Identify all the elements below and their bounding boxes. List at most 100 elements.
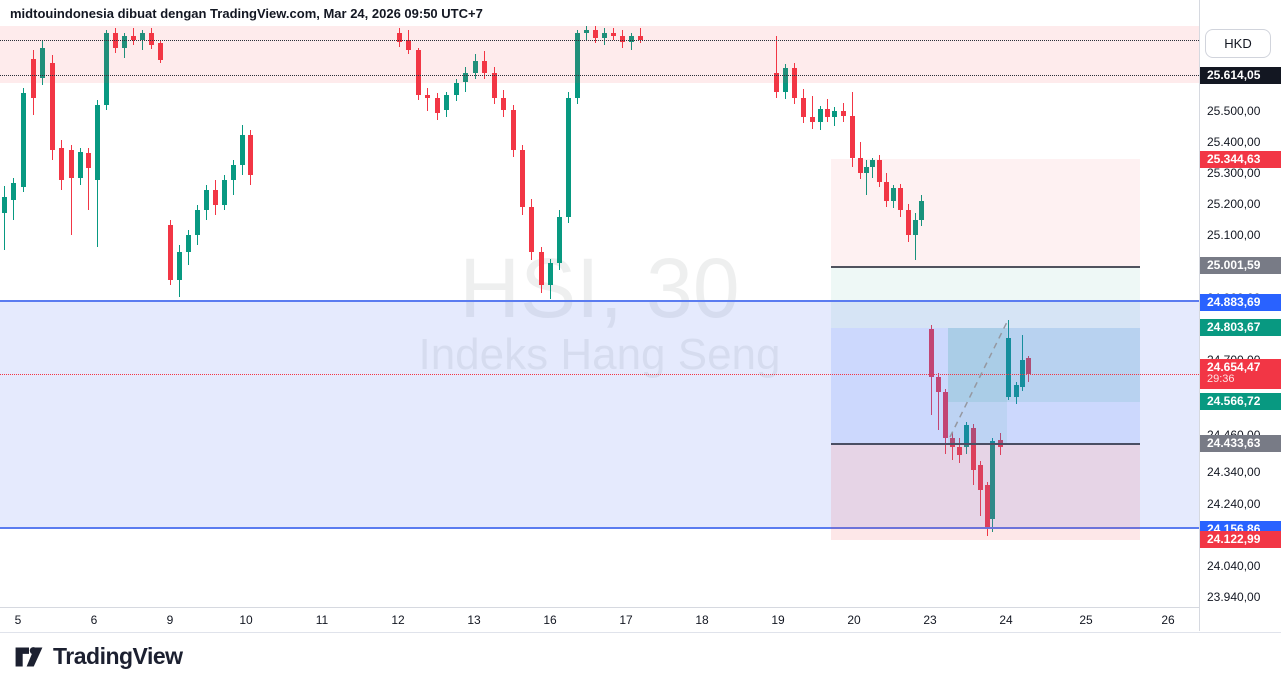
price-badge: 25.001,59	[1200, 257, 1281, 275]
candle	[30, 59, 36, 99]
candle	[405, 40, 411, 51]
candle	[977, 465, 983, 491]
candle	[928, 328, 934, 378]
candle	[912, 219, 918, 236]
tradingview-logo-text: TradingView	[53, 643, 183, 669]
price-badge: 24.803,67	[1200, 319, 1281, 337]
candle	[883, 181, 889, 201]
candle	[103, 32, 109, 105]
candle	[949, 438, 955, 448]
candle	[869, 160, 875, 167]
candle	[601, 32, 607, 38]
candle-wick	[811, 95, 813, 130]
candle-wick	[775, 36, 777, 99]
candle	[592, 30, 598, 38]
candle	[800, 98, 806, 117]
candle-wick	[87, 147, 89, 211]
candle	[58, 147, 64, 181]
time-tick-label: 16	[543, 613, 557, 627]
candle	[528, 207, 534, 253]
candle	[396, 32, 402, 42]
price-tick-label: 25.400,00	[1207, 134, 1261, 149]
time-axis[interactable]: 5 6 9 10 11 12 13 16 17 18 19 20 23 24 25 26	[0, 607, 1281, 633]
candle	[130, 36, 136, 41]
candle-wick	[3, 186, 5, 250]
tradingview-logo-icon	[15, 646, 43, 666]
candle	[863, 166, 869, 173]
price-axis[interactable]: HKD 25.500,00 25.400,00 25.300,00 25.200,00…	[1199, 0, 1281, 631]
candle	[481, 60, 487, 74]
currency-button[interactable]: HKD	[1205, 29, 1271, 58]
time-tick-label: 23	[923, 613, 937, 627]
candle	[547, 263, 553, 286]
candle	[849, 116, 855, 158]
candle	[857, 157, 863, 173]
candle-wick	[914, 213, 916, 261]
candle	[565, 98, 571, 217]
candle	[148, 32, 154, 46]
candle	[782, 68, 788, 92]
time-tick-label: 13	[467, 613, 481, 627]
candle	[491, 73, 497, 99]
price-tick-label: 24.240,00	[1207, 496, 1261, 511]
chart-attribution: midtouindonesia dibuat dengan TradingVie…	[10, 6, 483, 21]
candle	[221, 180, 227, 206]
time-tick-label: 20	[847, 613, 861, 627]
candle	[918, 201, 924, 220]
candle	[817, 109, 823, 123]
price-badge: 25.344,63	[1200, 150, 1281, 168]
candle	[637, 36, 643, 41]
candle	[840, 111, 846, 117]
candle	[77, 152, 83, 179]
candle	[619, 36, 625, 42]
time-tick-label: 9	[166, 613, 174, 627]
candle	[942, 392, 948, 438]
bar-countdown: 29:36	[1207, 373, 1235, 386]
price-tick-label: 25.100,00	[1207, 228, 1261, 243]
candle	[538, 252, 544, 286]
candle-wick	[426, 88, 428, 111]
tradingview-logo[interactable]: TradingView	[14, 643, 183, 670]
candle	[935, 377, 941, 393]
candle	[1, 196, 7, 214]
price-badge: 24.122,99	[1200, 531, 1281, 549]
candle	[905, 210, 911, 236]
candle-wick	[871, 157, 873, 178]
candle	[897, 187, 903, 211]
candle	[628, 36, 634, 42]
candle	[556, 216, 562, 264]
time-tick-label: 12	[391, 613, 405, 627]
candle	[139, 32, 145, 41]
candle	[85, 152, 91, 168]
candle	[610, 32, 616, 37]
candle-wick	[70, 144, 72, 235]
candle	[824, 109, 830, 118]
candle	[1013, 385, 1019, 398]
price-badge: 24.654,47 29:36	[1200, 359, 1281, 390]
candle-wick	[585, 25, 587, 41]
candle	[167, 225, 173, 280]
price-tick-label: 25.300,00	[1207, 165, 1261, 180]
candle	[1025, 357, 1031, 375]
time-tick-label: 18	[695, 613, 709, 627]
chart-pane[interactable]: HSI, 30 Indeks Hang Seng	[0, 0, 1199, 607]
candle	[157, 43, 163, 61]
time-tick-label: 24	[999, 613, 1013, 627]
candles-layer	[1, 25, 1031, 536]
candle	[185, 234, 191, 253]
candle	[176, 252, 182, 280]
time-tick-label: 5	[14, 613, 22, 627]
candle	[194, 210, 200, 235]
candle	[203, 190, 209, 211]
candle	[453, 82, 459, 95]
candle	[876, 160, 882, 182]
candle	[230, 165, 236, 181]
candle	[94, 104, 100, 181]
candle	[20, 93, 26, 187]
candle	[239, 134, 245, 166]
candle	[472, 60, 478, 74]
time-tick-label: 26	[1161, 613, 1175, 627]
candle	[68, 149, 74, 179]
time-tick-label: 6	[90, 613, 98, 627]
